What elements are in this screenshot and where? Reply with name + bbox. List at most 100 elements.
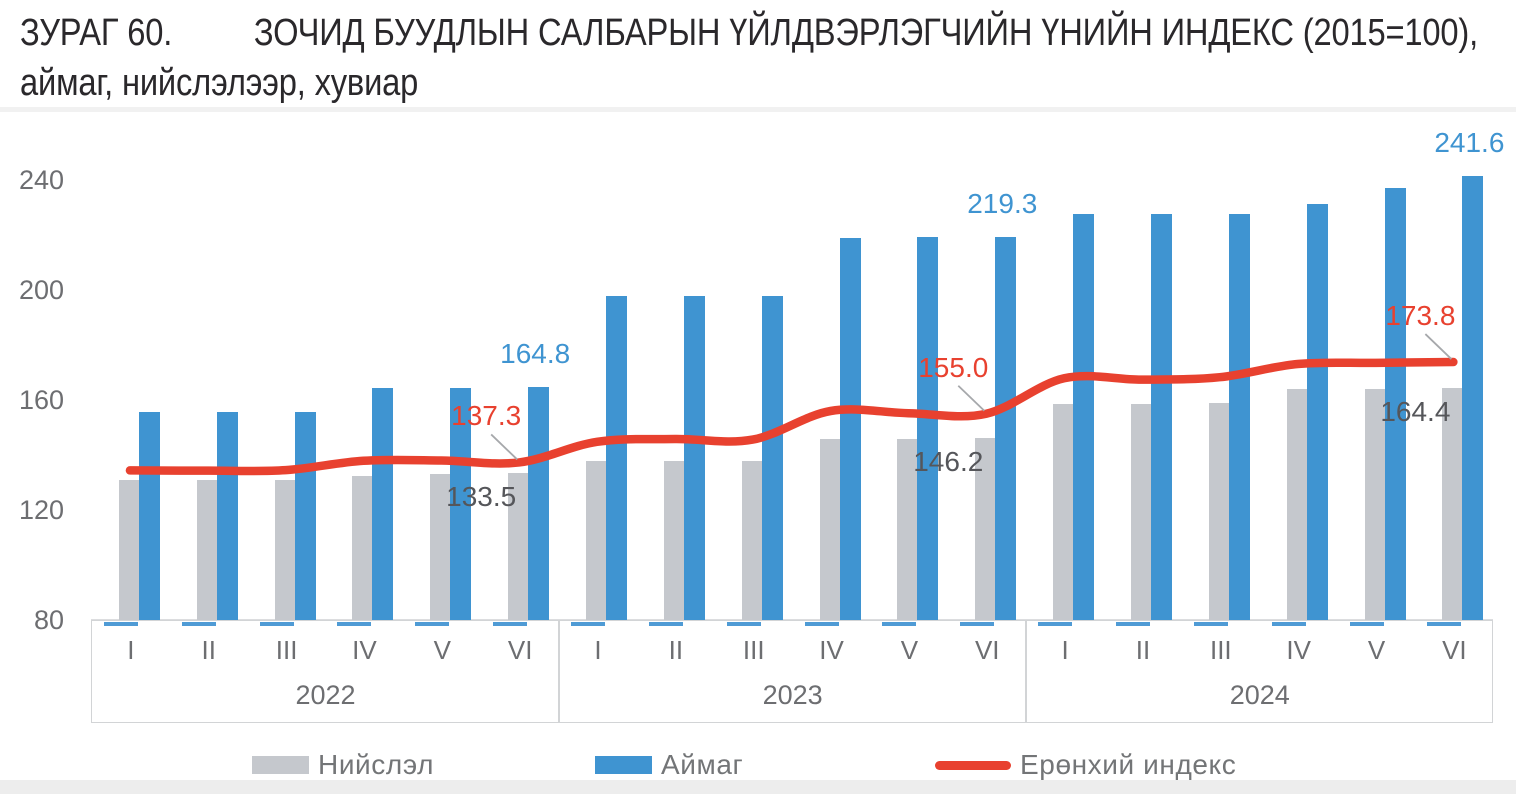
data-label-index: 173.8 xyxy=(1385,300,1456,332)
axis-tick-dash xyxy=(415,622,450,626)
data-label-index: 137.3 xyxy=(451,400,522,432)
axis-tick-dash xyxy=(804,622,839,626)
data-label-aimag: 164.8 xyxy=(500,337,571,369)
axis-tick-dash xyxy=(1115,622,1150,626)
legend-swatch-index xyxy=(935,760,1011,770)
legend-swatch-aimag xyxy=(595,756,652,774)
data-label-index: 155.0 xyxy=(918,351,989,383)
index-line xyxy=(125,357,1458,476)
bar-aimag xyxy=(294,412,316,620)
legend-item-aimag: Аймаг xyxy=(595,749,744,780)
bar-niislel xyxy=(196,480,217,620)
axis-tick-dash xyxy=(1427,622,1462,626)
month-label: V xyxy=(900,635,919,665)
month-label: III xyxy=(275,635,298,665)
bar-niislel xyxy=(430,474,451,620)
bar-niislel xyxy=(508,472,529,620)
bar-niislel xyxy=(897,438,918,620)
month-label: II xyxy=(201,635,216,665)
data-label-aimag: 219.3 xyxy=(967,187,1038,219)
axis-tick-dash xyxy=(726,622,761,626)
bar-niislel xyxy=(1130,403,1151,620)
month-label: IV xyxy=(1286,635,1311,665)
month-label: II xyxy=(1135,635,1151,665)
bar-niislel xyxy=(352,475,373,620)
figure-number: ЗУРАГ 60. xyxy=(20,12,173,54)
axis-tick-dash xyxy=(337,622,372,626)
axis-tick-dash xyxy=(103,622,138,626)
axis-tick-dash xyxy=(960,622,995,626)
axis-tick-dash xyxy=(571,622,606,626)
bar-aimag xyxy=(138,412,160,620)
axis-tick-dash xyxy=(1193,622,1228,626)
month-label: I xyxy=(1061,635,1069,665)
bar-niislel xyxy=(663,461,684,620)
axis-tick-dash xyxy=(1038,622,1073,626)
label-leader-line xyxy=(957,385,985,412)
y-axis-tick-label: 240 xyxy=(18,165,64,195)
month-label: II xyxy=(668,635,684,665)
y-axis-tick-label: 120 xyxy=(18,495,64,525)
figure-title: ЗОЧИД БУУДЛЫН САЛБАРЫН ҮЙЛДВЭРЛЭГЧИЙН ҮН… xyxy=(253,12,1479,54)
axis-tick-dash xyxy=(1349,622,1384,626)
chart-title-block: ЗУРАГ 60. ЗОЧИД БУУДЛЫН САЛБАРЫН ҮЙЛДВЭРЛ… xyxy=(20,8,1516,108)
legend-item-index: Ерөнхий индекс xyxy=(935,749,1237,780)
bar-aimag xyxy=(917,237,939,620)
month-label: IV xyxy=(819,635,844,665)
bar-aimag xyxy=(683,296,705,620)
bar-aimag xyxy=(1073,214,1095,620)
axis-tick-dash xyxy=(648,622,683,626)
axis-tick-dash xyxy=(493,622,528,626)
section-divider xyxy=(0,107,1516,112)
bar-niislel xyxy=(586,461,607,620)
y-axis-tick-label: 80 xyxy=(33,605,64,635)
bar-aimag xyxy=(1228,214,1250,620)
chart-title-line1: ЗУРАГ 60. ЗОЧИД БУУДЛЫН САЛБАРЫН ҮЙЛДВЭРЛ… xyxy=(20,8,1478,58)
bar-aimag xyxy=(528,386,550,620)
month-label: III xyxy=(1209,635,1232,665)
bar-aimag xyxy=(216,412,238,620)
year-label: 2023 xyxy=(762,680,823,710)
x-axis-box: I II III IV V VI I II III IV V VI I II III IV V VI 2022 202… xyxy=(91,620,1493,723)
legend-item-niislel: Нийслэл xyxy=(252,749,435,780)
bar-niislel xyxy=(741,460,762,620)
data-label-niislel: 164.4 xyxy=(1380,395,1451,427)
legend-label-niislel: Нийслэл xyxy=(318,749,435,780)
axis-tick-dash xyxy=(181,622,216,626)
bar-aimag xyxy=(1462,175,1484,620)
axis-tick-dash xyxy=(1271,622,1306,626)
bar-niislel xyxy=(975,437,996,620)
axis-tick-dash xyxy=(882,622,917,626)
y-axis-tick-label: 160 xyxy=(18,385,64,415)
month-label: VI xyxy=(507,635,533,665)
month-label: I xyxy=(127,635,135,665)
data-label-niislel: 133.5 xyxy=(446,480,517,512)
bar-niislel xyxy=(1053,403,1074,620)
bar-aimag xyxy=(995,236,1017,620)
legend-label-aimag: Аймаг xyxy=(661,749,744,780)
bar-aimag xyxy=(839,237,861,620)
legend-label-index: Ерөнхий индекс xyxy=(1020,749,1237,780)
bar-niislel xyxy=(1208,403,1229,620)
bar-aimag xyxy=(761,295,783,620)
year-label: 2022 xyxy=(295,680,356,710)
label-leader-line xyxy=(1424,333,1452,360)
bar-niislel xyxy=(274,480,295,620)
month-label: VI xyxy=(974,635,1000,665)
axis-tick-dash xyxy=(259,622,294,626)
bar-aimag xyxy=(606,296,628,620)
bar-aimag xyxy=(1306,203,1328,620)
year-divider xyxy=(1025,621,1027,722)
y-axis-tick-label: 200 xyxy=(18,275,64,305)
figure-subtitle: аймаг, нийслэлээр, хувиар xyxy=(20,62,419,104)
bar-niislel xyxy=(118,480,139,620)
year-divider xyxy=(558,621,560,722)
month-label: VI xyxy=(1442,635,1467,665)
bar-aimag xyxy=(372,387,394,620)
month-label: V xyxy=(1367,635,1386,665)
year-label: 2024 xyxy=(1229,680,1290,710)
month-label: V xyxy=(433,635,451,665)
month-label: III xyxy=(742,635,765,665)
